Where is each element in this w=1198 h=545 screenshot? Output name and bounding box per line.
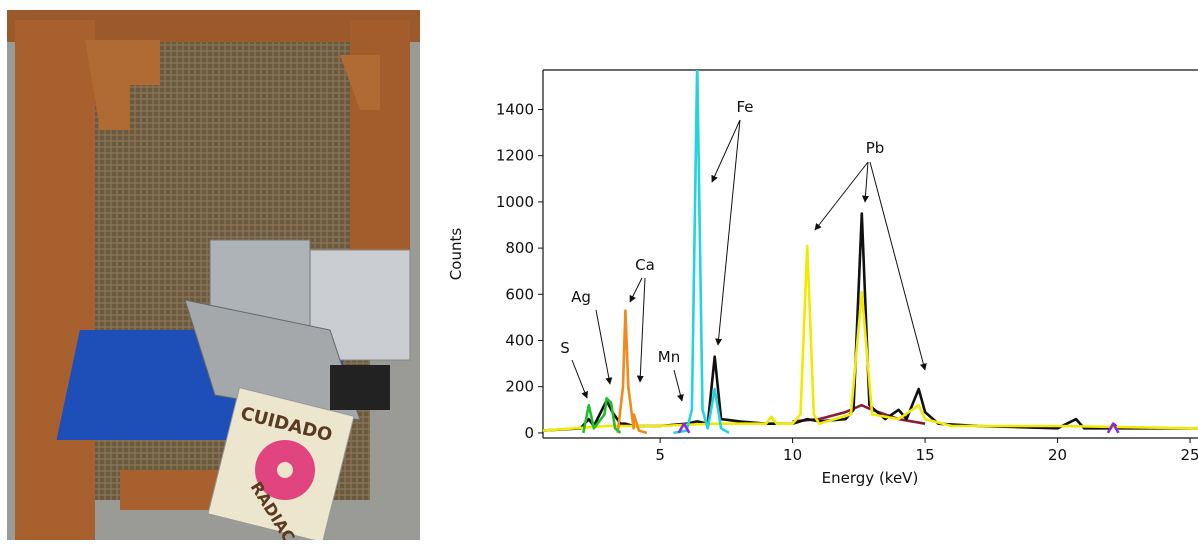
photo: CUIDADO RADIAC: [7, 10, 420, 545]
spectrum-line: [673, 70, 730, 435]
annotation-arrow: [861, 161, 869, 203]
y-axis-label: Counts: [447, 228, 465, 281]
x-tick-label: 20: [1048, 446, 1067, 464]
y-tick-label: 200: [505, 378, 534, 396]
annotation-arrow: [636, 277, 646, 383]
y-tick-label: 800: [505, 239, 534, 257]
x-tick-label: 5: [655, 446, 665, 464]
annotation-arrow: [673, 369, 684, 402]
x-axis-label: Energy (keV): [822, 469, 919, 487]
y-tick-label: 400: [505, 332, 534, 350]
annotation-label: Pb: [866, 139, 885, 157]
annotation-label: Ca: [635, 256, 655, 274]
spectrum-line: [1106, 422, 1120, 434]
spectrum-line: [582, 397, 622, 434]
y-tick-label: 1000: [496, 193, 534, 211]
annotation-label: Ag: [571, 288, 591, 306]
spectrum-line: [543, 212, 1198, 432]
annotation-label: Mn: [658, 348, 680, 366]
spectrum-line: [616, 309, 648, 435]
plot-area: [543, 70, 1198, 435]
spectrum-line: [543, 244, 1198, 432]
y-tick-label: 1400: [496, 101, 534, 119]
x-tick-label: 25: [1181, 446, 1198, 464]
annotation-arrow: [595, 309, 613, 385]
annotation-arrow: [571, 359, 588, 399]
y-tick-label: 1200: [496, 147, 534, 165]
annotation-label: Fe: [736, 98, 753, 116]
x-tick-label: 10: [783, 446, 802, 464]
y-tick-label: 0: [524, 424, 534, 442]
annotation-arrow: [814, 161, 869, 231]
annotation-arrow: [869, 161, 927, 371]
spectrum-line: [677, 422, 691, 434]
annotations: S Ag Ca Mn Fe Pb: [560, 98, 927, 402]
x-tick-label: 15: [916, 446, 935, 464]
annotation-arrow: [629, 277, 643, 303]
annotation-label: S: [560, 339, 570, 357]
ticks: 0 200 400 600 800 1000 1200 1400 5 10 15 20 25: [496, 101, 1198, 464]
y-tick-label: 600: [505, 285, 534, 303]
chart: Energy (keV) Counts 0 200 400 600 800 1000 120…: [447, 69, 1198, 487]
annotation-arrow: [715, 119, 741, 346]
annotation-arrow: [711, 119, 741, 183]
